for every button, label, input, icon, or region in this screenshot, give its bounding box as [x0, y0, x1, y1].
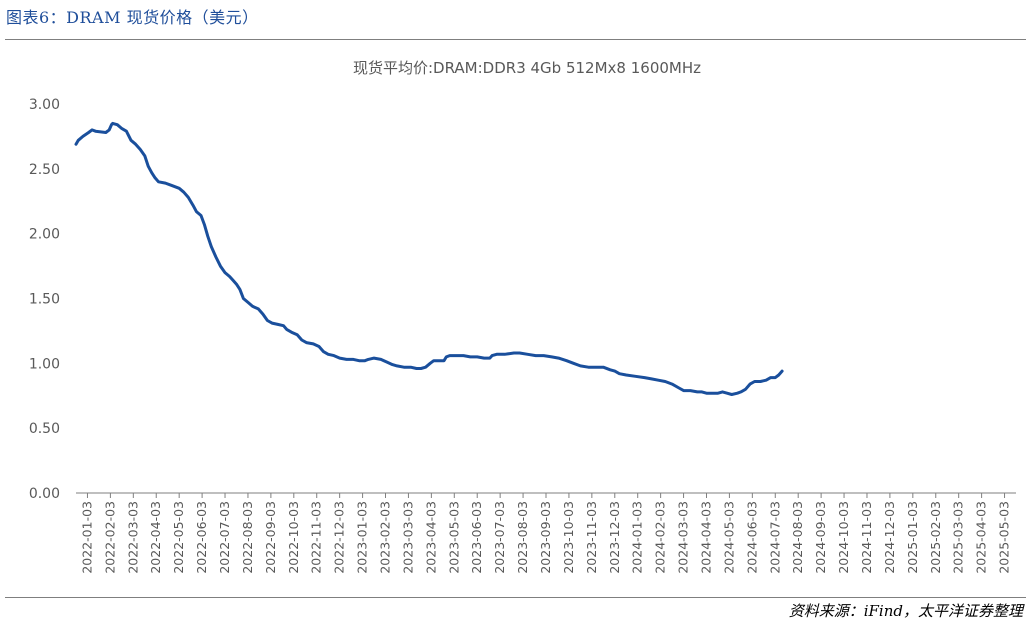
x-tick-label: 2022-10-03	[286, 501, 301, 574]
x-tick-label: 2024-10-03	[836, 501, 851, 574]
x-tick-label: 2023-12-03	[607, 501, 622, 574]
x-tick-label: 2025-05-03	[997, 501, 1012, 574]
x-tick-label: 2022-09-03	[263, 501, 278, 574]
x-tick-label: 2024-05-03	[721, 501, 736, 574]
x-tick-label: 2024-11-03	[859, 501, 874, 574]
x-tick-label: 2022-01-03	[79, 501, 94, 574]
x-tick-label: 2023-08-03	[515, 501, 530, 574]
y-tick-label: 0.00	[29, 486, 60, 502]
top-divider	[5, 39, 1026, 40]
x-tick-label: 2023-09-03	[538, 501, 553, 574]
x-tick-label: 2024-04-03	[698, 501, 713, 574]
y-tick-label: 3.00	[29, 97, 60, 113]
line-chart: 现货平均价:DRAM:DDR3 4Gb 512Mx8 1600MHz 0.000…	[29, 59, 1016, 574]
x-tick-label: 2022-11-03	[309, 501, 324, 574]
x-tick-label: 2025-02-03	[928, 501, 943, 574]
y-tick-label: 2.50	[29, 162, 60, 178]
x-tick-label: 2023-02-03	[378, 501, 393, 574]
x-axis-ticks: 2022-01-03 2022-02-03 2022-03-03 2022-04-03…	[79, 493, 1012, 574]
x-tick-label: 2025-03-03	[951, 501, 966, 574]
x-tick-label: 2025-04-03	[974, 501, 989, 574]
x-tick-label: 2024-03-03	[676, 501, 691, 574]
x-tick-label: 2022-04-03	[148, 501, 163, 574]
y-axis-ticks: 0.00 0.50 1.00 1.50 2.00 2.50 3.00	[29, 97, 60, 502]
x-tick-label: 2024-06-03	[744, 501, 759, 574]
x-tick-label: 2022-03-03	[125, 501, 140, 574]
x-tick-label: 2022-07-03	[217, 501, 232, 574]
x-tick-label: 2024-01-03	[630, 501, 645, 574]
figure-title: 图表6：DRAM 现货价格（美元）	[6, 8, 259, 27]
data-source-note: 资料来源：iFind，太平洋证券整理	[788, 602, 1023, 620]
x-tick-label: 2022-08-03	[240, 501, 255, 574]
x-tick-label: 2024-08-03	[790, 501, 805, 574]
x-tick-label: 2023-04-03	[423, 501, 438, 574]
x-tick-label: 2022-06-03	[194, 501, 209, 574]
x-tick-label: 2023-06-03	[469, 501, 484, 574]
x-tick-label: 2024-07-03	[767, 501, 782, 574]
bottom-divider	[5, 597, 1026, 598]
x-tick-label: 2023-11-03	[584, 501, 599, 574]
x-tick-label: 2023-10-03	[561, 501, 576, 574]
y-tick-label: 1.50	[29, 292, 60, 308]
x-tick-label: 2024-12-03	[882, 501, 897, 574]
y-tick-label: 1.00	[29, 356, 60, 372]
x-tick-label: 2023-01-03	[355, 501, 370, 574]
x-tick-label: 2024-09-03	[813, 501, 828, 574]
x-tick-label: 2022-05-03	[171, 501, 186, 574]
x-tick-label: 2023-05-03	[446, 501, 461, 574]
x-tick-label: 2022-02-03	[102, 501, 117, 574]
chart-title: 现货平均价:DRAM:DDR3 4Gb 512Mx8 1600MHz	[353, 59, 701, 77]
x-tick-label: 2022-12-03	[332, 501, 347, 574]
y-tick-label: 2.00	[29, 227, 60, 243]
y-tick-label: 0.50	[29, 421, 60, 437]
series-line-dram-spot-price	[74, 121, 784, 396]
x-tick-label: 2023-07-03	[492, 501, 507, 574]
x-tick-label: 2024-02-03	[653, 501, 668, 574]
x-tick-label: 2023-03-03	[400, 501, 415, 574]
x-tick-label: 2025-01-03	[905, 501, 920, 574]
